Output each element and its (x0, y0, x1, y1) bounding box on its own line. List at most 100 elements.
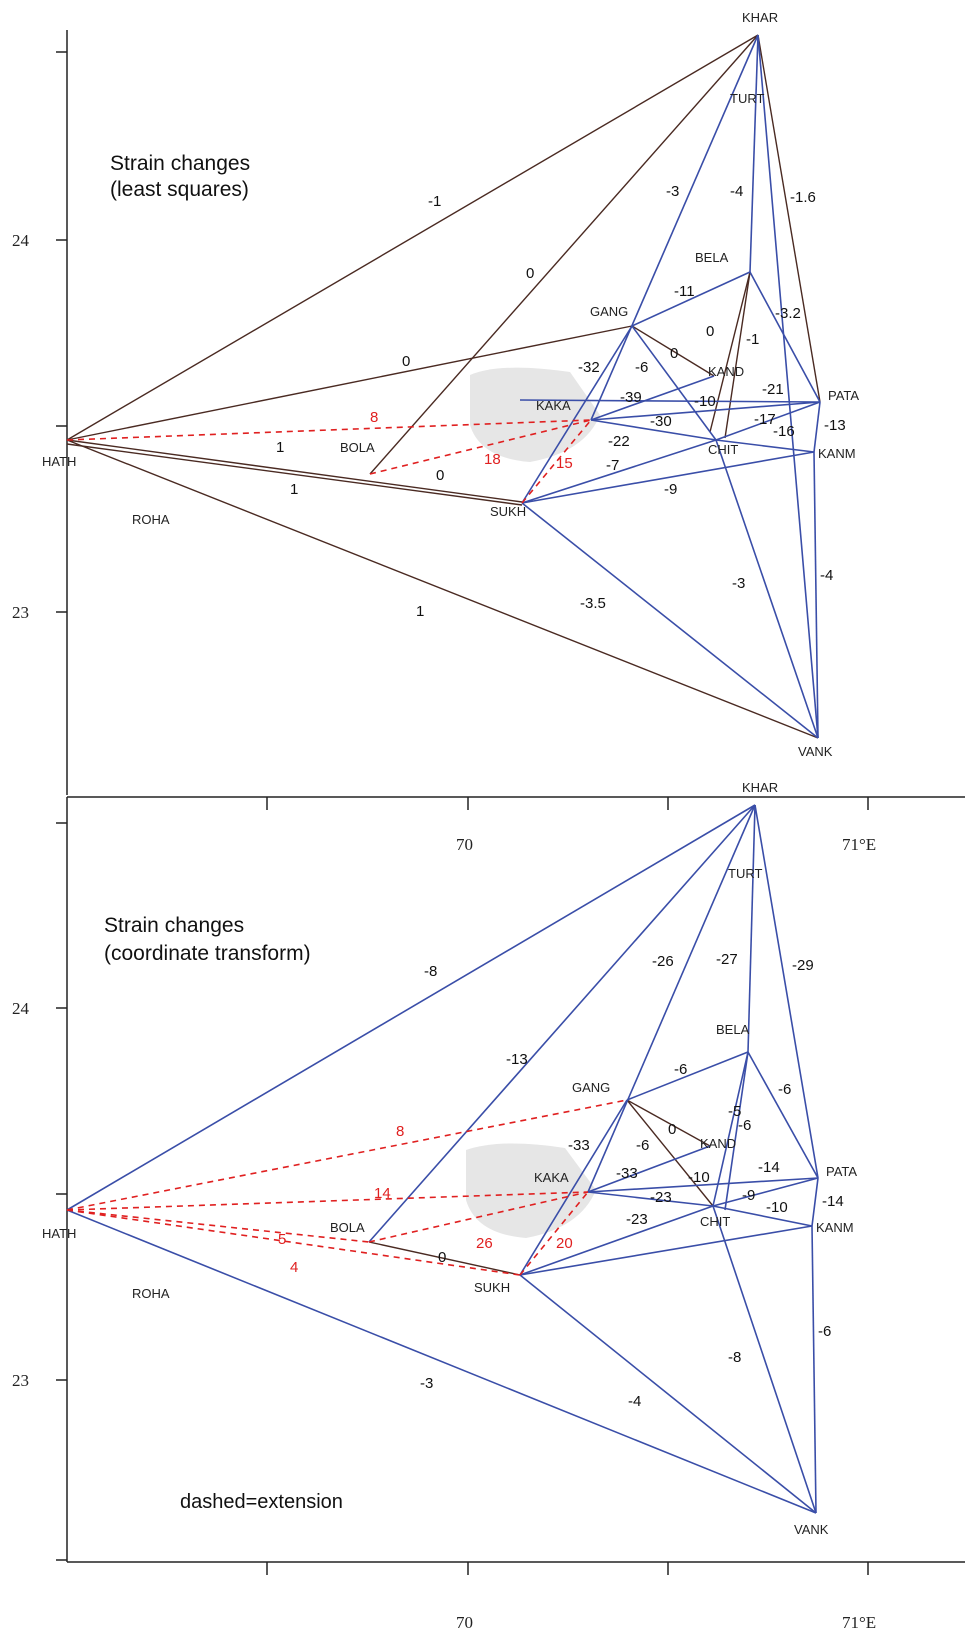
divider-lon-tick-71: 71°E (842, 835, 876, 854)
strain-value: -6 (818, 1323, 831, 1340)
extension-value: 20 (556, 1235, 573, 1252)
panel2-title-line2: (coordinate transform) (104, 942, 311, 965)
panel2-line (626, 1099, 711, 1147)
station-label: KHAR (742, 10, 778, 25)
panel2-line (587, 1191, 714, 1207)
station-label: SUKH (474, 1280, 510, 1295)
panel2-extension-line (519, 1191, 589, 1276)
panel2-line (519, 1205, 714, 1276)
panel1-line (521, 439, 717, 504)
panel2-line (587, 804, 756, 1193)
strain-value: -32 (578, 359, 600, 376)
station-label: KANM (818, 446, 856, 461)
panel2-extension-lines (66, 1099, 628, 1276)
panel1-line (521, 325, 633, 504)
panel2-line (747, 1051, 819, 1179)
strain-value: -10 (694, 393, 716, 410)
panel1-lat-tick-23: 23 (12, 603, 29, 622)
panel1-line (749, 271, 821, 403)
extension-value: 15 (556, 455, 573, 472)
panel1-extension-line (521, 419, 592, 504)
panel1-shaded-region (470, 367, 600, 462)
panel1-line (590, 401, 821, 421)
panel2-line (626, 1099, 714, 1207)
panel2-line (587, 1145, 711, 1193)
panel2-line (519, 1225, 813, 1276)
panel1-extension-line (369, 419, 592, 475)
panel2-line (747, 804, 756, 1053)
panel1-line (590, 375, 715, 421)
panel1-line (813, 401, 821, 453)
panel2-lat-tick-23: 23 (12, 1371, 29, 1390)
panel1-line (66, 34, 759, 441)
station-label: TURT (728, 866, 762, 881)
station-label: KAKA (534, 1170, 569, 1185)
station-label: BELA (695, 250, 729, 265)
strain-value: -39 (620, 389, 642, 406)
strain-value: -3 (666, 183, 679, 200)
station-label: KANM (816, 1220, 854, 1235)
station-label: HATH (42, 1226, 76, 1241)
strain-value: -4 (628, 1393, 641, 1410)
panel1-line (631, 271, 751, 327)
strain-value: -33 (568, 1137, 590, 1154)
panel1-line (757, 34, 821, 403)
panel2-extension-line (66, 1209, 370, 1243)
panel1-line (521, 451, 815, 504)
panel2-line (811, 1177, 819, 1227)
station-label: TURT (730, 91, 764, 106)
strain-value: -21 (762, 381, 784, 398)
panel2-line (626, 1051, 749, 1101)
strain-value: -4 (730, 183, 743, 200)
panel1-brown-lines (66, 34, 821, 739)
strain-value: -3.2 (775, 305, 801, 322)
strain-value: 0 (436, 467, 444, 484)
strain-value: -10 (688, 1169, 710, 1186)
panel1-title-line1: Strain changes (110, 152, 250, 175)
panel2-line (712, 1205, 817, 1514)
strain-value: -10 (766, 1199, 788, 1216)
strain-value: -9 (742, 1187, 755, 1204)
strain-value: -13 (506, 1051, 528, 1068)
strain-value: -8 (728, 1349, 741, 1366)
panel2-line (66, 804, 756, 1211)
station-label: VANK (798, 744, 833, 759)
strain-value: -29 (792, 957, 814, 974)
panel2-stations: KHAR TURT BELA GANG KAND KAKA PATA HATH … (42, 780, 857, 1537)
strain-value: -6 (778, 1081, 791, 1098)
panel-least-squares: 24 23 (12, 10, 859, 795)
strain-value: -3.5 (580, 595, 606, 612)
panel2-lon-tick-70: 70 (456, 1613, 473, 1632)
panel2-line (368, 804, 756, 1243)
strain-value: 1 (276, 439, 284, 456)
panel2-shaded-region (466, 1143, 596, 1238)
panel1-line (749, 34, 759, 273)
panel1-line (724, 271, 751, 439)
panel1-line (66, 443, 523, 506)
panel2-line (587, 1177, 819, 1193)
station-label: SUKH (490, 504, 526, 519)
panel1-blue-lines (519, 34, 821, 739)
strain-value: -1.6 (790, 189, 816, 206)
panel1-title-line2: (least squares) (110, 178, 249, 201)
strain-value: -27 (716, 951, 738, 968)
strain-value: -14 (758, 1159, 780, 1176)
panel2-line (811, 1225, 817, 1514)
extension-value: 8 (370, 409, 378, 426)
station-label: GANG (572, 1080, 610, 1095)
panel2-title-line1: Strain changes (104, 914, 244, 937)
strain-value: -33 (616, 1165, 638, 1182)
panel1-line (715, 401, 821, 441)
station-label: PATA (828, 388, 859, 403)
strain-value: -7 (606, 457, 619, 474)
strain-value: -6 (738, 1117, 751, 1134)
station-label: KHAR (742, 780, 778, 795)
extension-value: 8 (396, 1123, 404, 1140)
strain-value: 1 (290, 481, 298, 498)
station-label: CHIT (700, 1214, 730, 1229)
strain-value: 0 (402, 353, 410, 370)
panel1-line (521, 502, 819, 739)
strain-value: -13 (824, 417, 846, 434)
strain-value: -26 (652, 953, 674, 970)
strain-value: -14 (822, 1193, 844, 1210)
